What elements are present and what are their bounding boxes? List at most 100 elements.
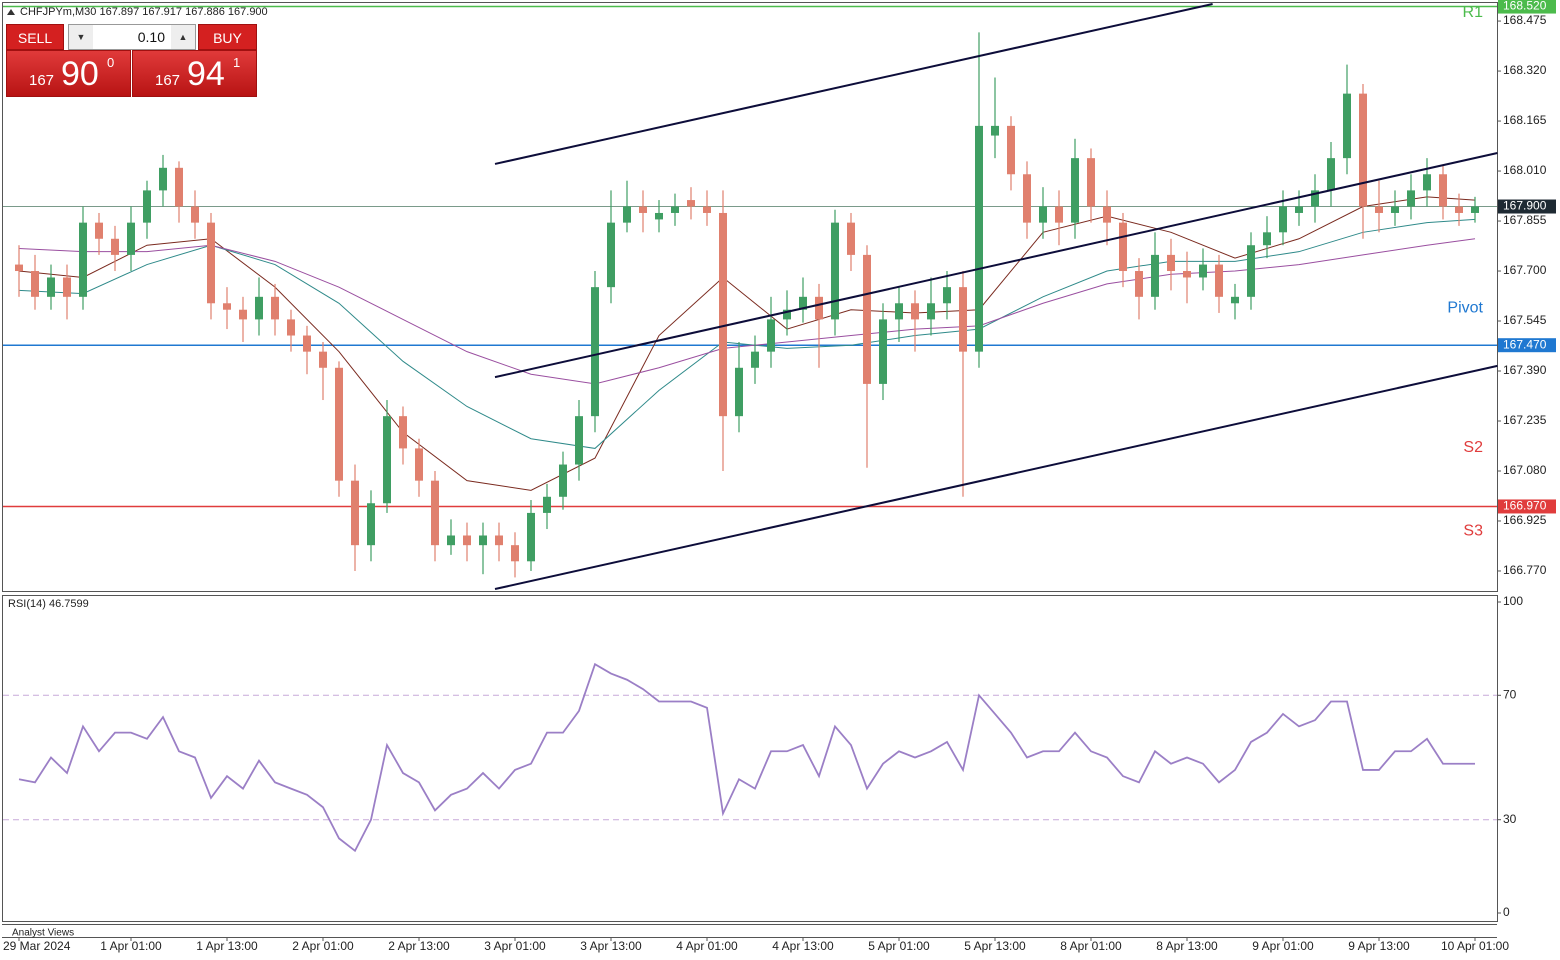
volume[interactable]: 0.10 [137,29,165,45]
volume-input[interactable]: ▼ 0.10 ▲ [68,24,196,50]
level-price-box [1498,499,1556,514]
decrease[interactable]: ▼ [69,25,93,49]
candle-body [1311,190,1319,207]
candle-body [511,545,519,562]
candle-body [159,167,167,191]
buy-button[interactable]: BUY [198,24,257,50]
bid-price[interactable]: 167 90 0 [6,50,131,97]
candle-body [1359,93,1367,207]
candle-body [191,206,199,223]
rsi-line [18,662,1475,853]
candle-body [735,367,743,417]
y-tick-label: 167.080 [1503,463,1547,477]
candle-body [1263,232,1271,246]
candle-body [671,206,679,213]
candle-body [111,238,119,255]
increase[interactable]: ▲ [171,25,195,49]
candle-body [1343,93,1351,159]
candle-body [1295,206,1303,213]
bid-fraction: 0 [107,55,115,70]
candle-body [1119,222,1127,272]
x-tick-label: 29 Mar 2024 [3,939,71,953]
candle-body [591,287,599,417]
last-price-box [1498,199,1556,214]
candle-body [95,222,103,239]
candle-body [1423,174,1431,191]
moving-average [18,196,1476,491]
candle-body [1215,264,1223,297]
y-tick-label: 166.925 [1503,513,1547,527]
candle-body [143,190,151,223]
candle-body [1471,206,1479,213]
price-pane [2,2,1498,592]
candle-body [63,277,71,297]
candle-body [47,277,55,297]
y-tick-label: 30 [1503,812,1517,826]
candle-body [1135,271,1143,297]
candle-body [399,416,407,449]
candle-body [175,167,183,207]
candle-body [959,287,967,352]
y-tick-label: 100 [1503,594,1523,608]
x-tick-label: 3 Apr 13:00 [580,939,642,953]
trendline [494,2,1213,165]
candle-body [127,222,135,255]
sell-button[interactable]: SELL [6,24,64,50]
candle-body [1439,174,1447,207]
y-tick-label: 167.855 [1503,213,1547,227]
level-price-label: 166.970 [1503,499,1547,513]
x-tick-label: 9 Apr 01:00 [1252,939,1314,953]
level-annotation: S2 [1463,439,1483,456]
level-price-label: 168.520 [1503,0,1547,13]
x-tick-label: 1 Apr 01:00 [100,939,162,953]
y-tick-label: 167.700 [1503,263,1547,277]
analyst-views: Analyst Views [12,928,74,939]
candle-body [239,309,247,320]
trendline [494,151,1498,379]
ask-price[interactable]: 167 94 1 [132,50,257,97]
candle-body [575,416,583,465]
level-price-box [1498,0,1556,14]
y-tick-label: 168.475 [1503,13,1547,27]
x-tick-label: 10 Apr 01:00 [1441,939,1509,953]
y-tick-label: 168.165 [1503,113,1547,127]
ask-pips: 94 [187,55,225,93]
candle-body [1007,125,1015,175]
candle-body [1087,158,1095,207]
x-tick-label: 4 Apr 13:00 [772,939,834,953]
candle-body [799,296,807,310]
candle-body [1183,271,1191,278]
candle-body [255,296,263,320]
y-tick-label: 167.545 [1503,313,1547,327]
candle-body [1375,206,1383,213]
y-tick-label: 168.010 [1503,163,1547,177]
x-tick-label: 9 Apr 13:00 [1348,939,1410,953]
candle-body [607,222,615,288]
x-tick-label: 4 Apr 01:00 [676,939,738,953]
candle-body [623,206,631,223]
x-tick-label: 2 Apr 01:00 [292,939,354,953]
rsi-title: RSI(14) 46.7599 [8,598,89,610]
candle-body [495,535,503,546]
trade-panel: SELL ▼ 0.10 ▲ BUY 167 90 0 167 94 1 [6,24,257,97]
candle-body [655,212,663,220]
candle-body [79,222,87,297]
candle-body [815,296,823,320]
candle-body [687,200,695,207]
candle-body [751,351,759,368]
candle-body [911,303,919,320]
candle-body [559,464,567,497]
candle-body [351,480,359,546]
rsi-pane [2,595,1498,922]
x-tick-label: 8 Apr 01:00 [1060,939,1122,953]
level-price-box [1498,338,1556,353]
candle-body [1407,190,1415,207]
level-price-label: 167.470 [1503,337,1547,351]
candle-body [447,535,455,546]
candle-body [1327,158,1335,191]
y-tick-label: 166.770 [1503,563,1547,577]
level-name: Pivot [1447,299,1483,316]
candle-body [15,264,23,272]
candle-body [991,125,999,136]
